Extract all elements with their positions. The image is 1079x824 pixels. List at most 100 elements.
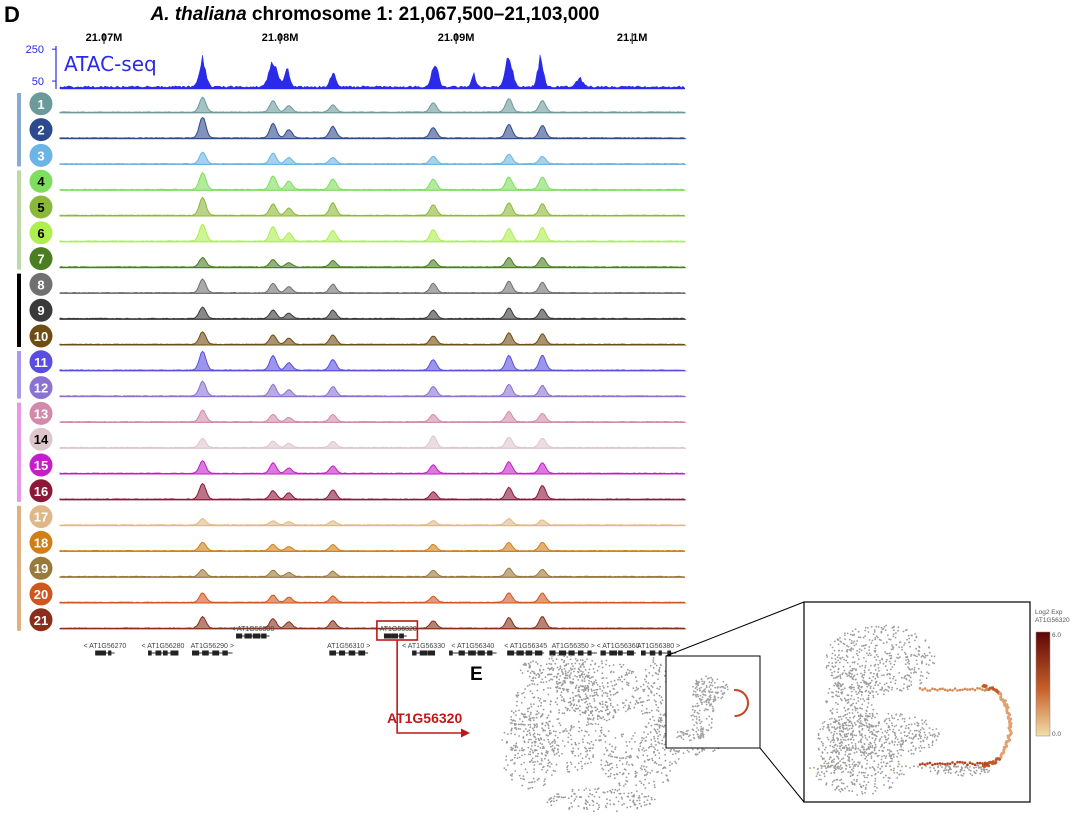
- umap-overview-2-point: [578, 663, 581, 665]
- umap-zoom-1-point: [865, 689, 868, 692]
- umap-inset-2-point: [689, 734, 691, 737]
- umap-overview-4-point: [661, 725, 664, 727]
- umap-overview-8-point: [651, 686, 654, 688]
- umap-zoom-0-point: [883, 690, 885, 692]
- umap-overview-3-point: [636, 755, 639, 758]
- umap-overview-3-point: [637, 748, 640, 750]
- umap-overview-2-point: [586, 684, 589, 687]
- umap-inset-2-point: [687, 735, 690, 738]
- cluster-label-18: 18: [34, 535, 48, 550]
- umap-inset-1-point: [702, 728, 704, 731]
- umap-zoom-2-point: [898, 729, 900, 732]
- umap-inset-0-point: [694, 691, 697, 693]
- gene-AT1G56330: < AT1G56330: [402, 643, 445, 656]
- umap-zoom-0-point: [906, 661, 909, 664]
- umap-overview-2-point: [561, 687, 564, 690]
- umap-overview-0-point: [589, 718, 592, 720]
- umap-overview-8-point: [648, 711, 651, 714]
- umap-zoom-4-point: [827, 766, 829, 769]
- umap-overview-8-point: [655, 672, 658, 675]
- umap-zoom-2-point: [910, 752, 913, 755]
- umap-overview-0-point: [590, 680, 593, 683]
- umap-zoom-0-point: [844, 638, 846, 640]
- umap-overview-4-point: [657, 735, 659, 737]
- umap-overview-2-point: [582, 671, 584, 673]
- umap-inset-0-point: [709, 694, 712, 697]
- cluster-label-21: 21: [34, 613, 48, 628]
- cluster-area-14: [59, 435, 687, 449]
- gene-exon-7-3: [477, 650, 485, 656]
- umap-overview-8-point: [656, 709, 658, 711]
- umap-overview-2-point: [595, 709, 597, 712]
- umap-zoom-expr-point: [1005, 703, 1009, 707]
- gene-exon-9-3: [577, 650, 584, 656]
- umap-zoom-0-point: [857, 658, 860, 661]
- umap-zoom-0-point: [879, 662, 882, 664]
- umap-overview-2-point: [593, 683, 595, 685]
- umap-overview-2-point: [588, 679, 590, 682]
- umap-inset-0-point: [714, 699, 717, 701]
- umap-overview-3-point: [622, 757, 625, 759]
- umap-zoom-0-point: [903, 677, 905, 679]
- umap-overview-0-point: [586, 749, 589, 752]
- umap-zoom-0-point: [842, 665, 845, 668]
- umap-overview-3-point: [656, 732, 658, 735]
- umap-overview-3-point: [675, 762, 678, 765]
- cluster-label-3: 3: [37, 148, 44, 163]
- umap-overview-2-point: [569, 680, 572, 683]
- umap-zoom-4-point: [837, 716, 840, 718]
- umap-overview-3-point: [615, 764, 618, 766]
- umap-overview-6-point: [593, 795, 596, 798]
- umap-zoom-3-point: [848, 763, 851, 766]
- umap-zoom-2-point: [859, 734, 862, 736]
- umap-overview-2-point: [589, 695, 592, 697]
- umap-inset-0-point: [714, 696, 716, 698]
- umap-overview-0-point: [585, 747, 587, 750]
- umap-overview-2-point: [603, 718, 606, 721]
- umap-overview-6-point: [646, 799, 649, 802]
- umap-overview-8-point: [659, 719, 662, 722]
- umap-zoom-0-point: [915, 659, 918, 662]
- umap-overview-2-point: [563, 700, 566, 703]
- umap-overview-0-point: [551, 745, 554, 747]
- umap-zoom-3-point: [890, 786, 893, 789]
- umap-overview-2-point: [615, 691, 618, 694]
- cluster-area-16: [59, 482, 687, 501]
- umap-overview-0-point: [527, 741, 530, 744]
- umap-overview-2-point: [635, 699, 638, 702]
- umap-zoom-3-point: [877, 771, 880, 773]
- umap-overview-7-point: [559, 675, 562, 677]
- umap-overview-8-point: [663, 735, 666, 737]
- umap-zoom-4-point: [836, 739, 839, 742]
- umap-inset-2-point: [676, 731, 679, 734]
- umap-zoom-1-point: [854, 678, 857, 681]
- umap-zoom-stream-point: [961, 767, 963, 770]
- umap-overview-6-point: [638, 795, 641, 797]
- umap-overview-0-point: [571, 707, 574, 709]
- gene-exon-11-1: [649, 650, 656, 656]
- umap-zoom-1-point: [857, 697, 859, 699]
- umap-overview-3-point: [653, 780, 655, 783]
- gene-label-7: < AT1G56340: [451, 643, 494, 650]
- cluster-badge-16: [29, 479, 53, 503]
- umap-overview-0-point: [557, 751, 560, 753]
- umap-overview-6-point: [636, 806, 639, 809]
- umap-overview-2-point: [619, 663, 621, 666]
- umap-overview-2-point: [624, 674, 627, 676]
- umap-zoom-2-point: [914, 716, 916, 719]
- umap-overview-0-point: [521, 692, 523, 695]
- umap-overview-0-point: [599, 739, 601, 742]
- umap-overview-1-point: [538, 763, 541, 766]
- umap-overview-8-point: [645, 680, 647, 683]
- umap-zoom-0-point: [860, 649, 863, 652]
- umap-overview-6-point: [649, 803, 652, 805]
- umap-overview-8-point: [653, 699, 656, 702]
- umap-overview-0-point: [608, 718, 611, 721]
- umap-zoom-0-point: [877, 693, 879, 696]
- umap-overview-3-point: [642, 765, 645, 768]
- umap-zoom-1-point: [837, 703, 839, 706]
- umap-overview-2-point: [584, 693, 587, 696]
- cluster-area-19: [59, 567, 686, 578]
- umap-zoom-1-point: [834, 677, 837, 679]
- umap-overview-0-point: [516, 700, 518, 703]
